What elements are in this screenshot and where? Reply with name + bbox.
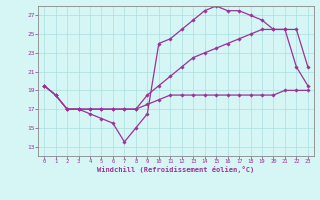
X-axis label: Windchill (Refroidissement éolien,°C): Windchill (Refroidissement éolien,°C) [97,166,255,173]
